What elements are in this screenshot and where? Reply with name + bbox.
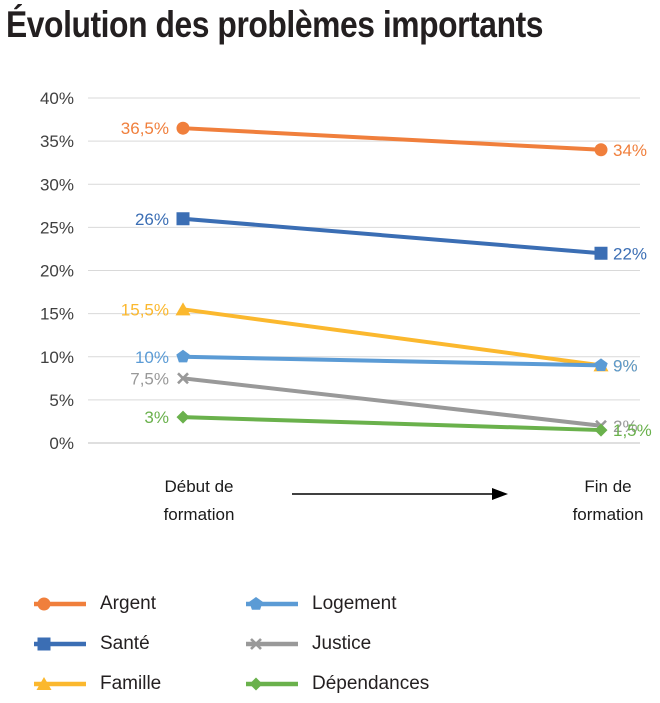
marker-dependances-end (594, 423, 608, 437)
x-axis-categories: Début de formation Fin de formation (164, 477, 644, 524)
data-label-justice-end: 2% (613, 417, 638, 436)
series-line-justice (181, 376, 603, 428)
marker-famille-start (175, 302, 191, 316)
progression-arrow (292, 488, 508, 500)
series-line-sante (181, 216, 603, 256)
y-tick-label: 40% (40, 89, 74, 108)
y-axis-ticks: 0% 5% 10% 15% 20% 25% 30% 35% 40% (40, 89, 74, 453)
series-line-famille (181, 307, 603, 368)
y-tick-label: 35% (40, 132, 74, 151)
data-label-sante-end: 22% (613, 244, 647, 263)
series-line-dependances (181, 415, 603, 433)
marker-dependances-start (176, 410, 190, 424)
data-label-famille-end: 9% (613, 356, 638, 375)
data-label-logement-end: 9% (613, 356, 638, 375)
x-category-label: formation (573, 505, 644, 524)
series-lines (181, 126, 603, 433)
y-tick-label: 5% (49, 391, 74, 410)
data-label-argent-start: 36,5% (121, 119, 169, 138)
marker-logement-start (176, 349, 190, 363)
data-label-dependances-end: 1,5% (613, 421, 652, 440)
y-tick-label: 30% (40, 175, 74, 194)
marker-logement-end (594, 358, 608, 371)
y-tick-label: 20% (40, 262, 74, 281)
marker-justice-start (177, 372, 189, 385)
y-tick-label: 10% (40, 348, 74, 367)
data-label-dependances-start: 3% (144, 408, 169, 427)
data-label-argent-end: 34% (613, 141, 647, 160)
series-line-argent (181, 126, 603, 152)
x-category-label: Fin de (584, 477, 631, 496)
data-label-sante-start: 26% (135, 210, 169, 229)
marker-argent-start (176, 121, 190, 135)
chart-title: Évolution des problèmes importants (6, 4, 544, 45)
marker-sante-start (176, 212, 190, 226)
x-category-label: formation (164, 505, 235, 524)
data-labels: 36,5%34%26%22%15,5%9%10% 9%7,5%2%3%1,5% (121, 119, 652, 440)
y-tick-label: 15% (40, 305, 74, 324)
marker-sante-end (594, 246, 608, 260)
data-label-logement-start: 10% (135, 348, 169, 367)
marker-argent-end (594, 143, 608, 157)
data-label-justice-start: 7,5% (130, 369, 169, 388)
x-category-label: Début de (165, 477, 234, 496)
series-markers (175, 121, 609, 437)
y-tick-label: 0% (49, 434, 74, 453)
y-tick-label: 25% (40, 218, 74, 237)
gridlines (88, 97, 640, 444)
data-label-famille-start: 15,5% (121, 300, 169, 319)
series-line-logement (181, 354, 603, 368)
